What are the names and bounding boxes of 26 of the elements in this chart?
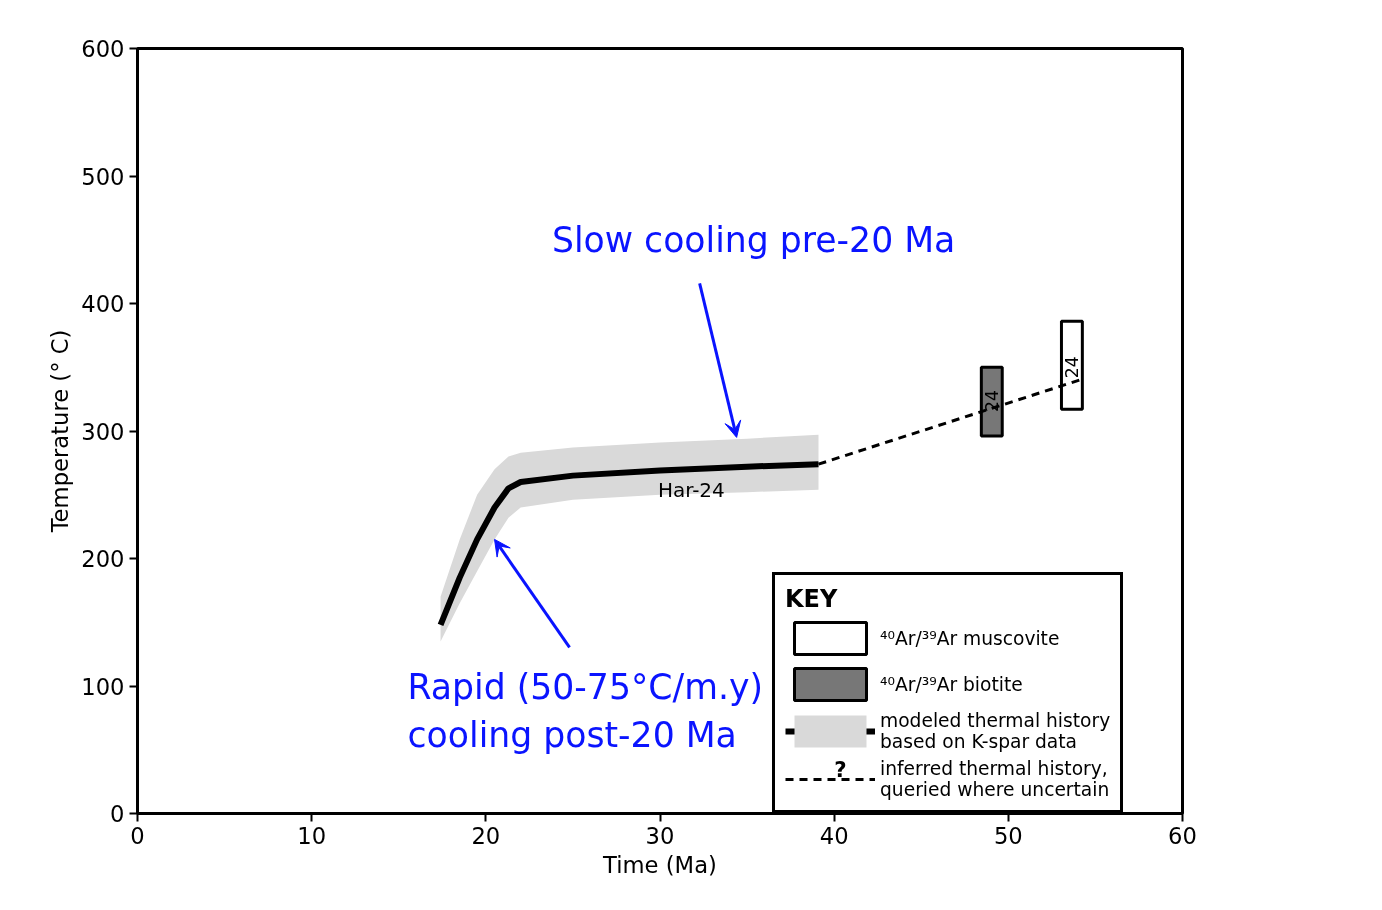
x-axis-title: Time (Ma) bbox=[602, 851, 717, 878]
annotation: Slow cooling pre-20 Ma bbox=[551, 220, 956, 261]
y-tick-label: 200 bbox=[81, 546, 125, 572]
x-tick-label: 10 bbox=[297, 822, 327, 849]
legend-label: inferred thermal history, queried where uncertain bbox=[880, 758, 1110, 800]
y-axis-title: Temperature (° C) bbox=[47, 329, 74, 534]
x-tick-label: 0 bbox=[130, 822, 145, 849]
y-tick-label: 100 bbox=[81, 673, 125, 700]
y-tick-label: 500 bbox=[81, 163, 125, 190]
x-tick-label: 30 bbox=[645, 822, 675, 849]
x-tick-label: 20 bbox=[471, 822, 501, 849]
x-tick-label: 40 bbox=[819, 822, 849, 849]
annotation: 24 bbox=[1062, 356, 1083, 379]
x-tick-label: 60 bbox=[1168, 822, 1197, 849]
legend-title: KEY bbox=[785, 585, 839, 613]
legend-label: modeled thermal history based on K-spar data bbox=[880, 710, 1111, 752]
annotation: Rapid (50-75°C/m.y) cooling post-20 Ma bbox=[407, 667, 763, 756]
legend-label: ⁴⁰Ar/³⁹Ar biotite bbox=[880, 672, 1023, 697]
y-tick-label: 0 bbox=[110, 801, 125, 827]
x-tick-label: 50 bbox=[993, 822, 1023, 849]
y-tick-label: 300 bbox=[81, 418, 125, 445]
annotation: Har-24 bbox=[657, 477, 725, 502]
legend-label: ⁴⁰Ar/³⁹Ar muscovite bbox=[880, 626, 1060, 651]
y-tick-label: 600 bbox=[81, 36, 125, 62]
annotation: ? bbox=[834, 757, 847, 782]
y-tick-label: 400 bbox=[81, 291, 125, 317]
